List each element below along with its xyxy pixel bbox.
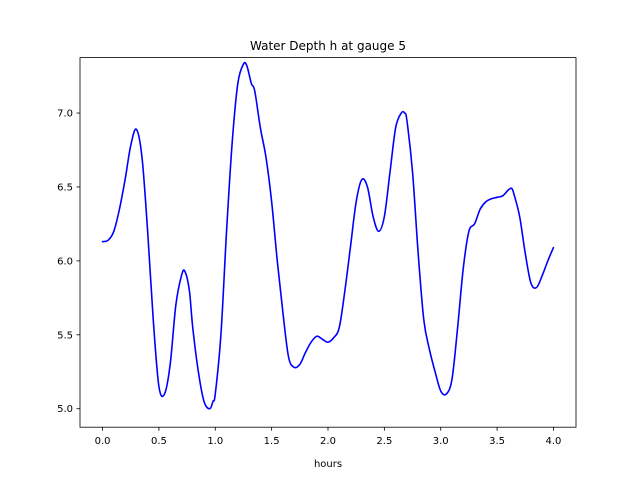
x-tick-label: 3.0 [433, 436, 449, 447]
x-tick-label: 1.5 [264, 436, 280, 447]
y-axis-ticks: 5.0 5.5 6.0 6.5 7.0 [57, 109, 80, 415]
y-tick-label: 6.5 [57, 182, 73, 193]
plot-area [101, 61, 555, 410]
series-line-0 [101, 61, 555, 410]
x-tick-label: 4.0 [546, 436, 562, 447]
y-tick-label: 5.0 [57, 404, 73, 415]
x-axis-label: hours [314, 459, 342, 470]
x-tick-label: 0.5 [151, 436, 167, 447]
axes-frame [79, 57, 577, 428]
x-tick-label: 3.5 [489, 436, 505, 447]
x-tick-label: 2.0 [320, 436, 336, 447]
y-tick-label: 5.5 [57, 330, 73, 341]
x-axis-ticks: 0.0 0.5 1.0 1.5 2.0 2.5 3.0 3.5 4.0 [95, 427, 562, 447]
chart-title: Water Depth h at gauge 5 [250, 39, 406, 53]
y-tick-label: 6.0 [57, 256, 73, 267]
x-tick-label: 0.0 [95, 436, 111, 447]
y-tick-label: 7.0 [57, 109, 73, 120]
x-tick-label: 1.0 [207, 436, 223, 447]
x-tick-label: 2.5 [376, 436, 392, 447]
